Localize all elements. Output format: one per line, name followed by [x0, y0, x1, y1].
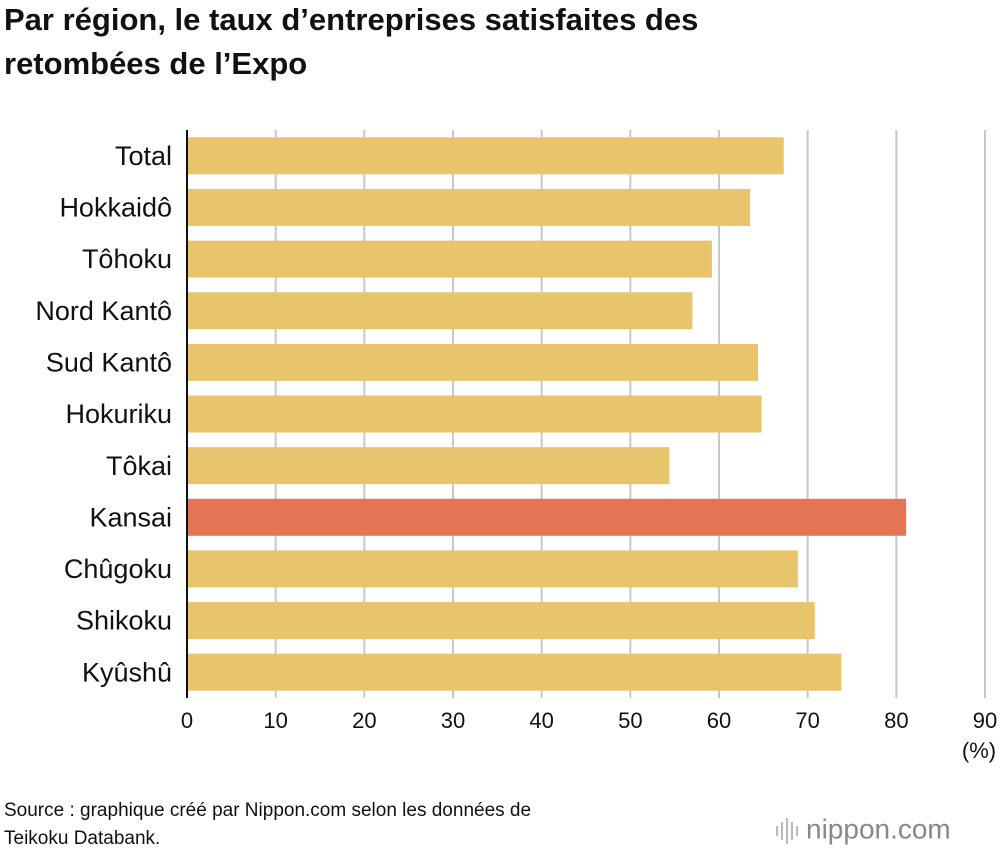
bar	[187, 447, 670, 485]
y-tick-label: Nord Kantô	[35, 296, 172, 326]
brand-icon	[776, 818, 798, 844]
x-tick-label: 0	[181, 708, 193, 733]
y-tick-label: Sud Kantô	[46, 347, 172, 377]
y-tick-label: Total	[115, 141, 172, 171]
x-unit: (%)	[962, 738, 996, 763]
x-tick-label: 40	[529, 708, 553, 733]
bar	[187, 498, 907, 536]
y-tick-label: Tôkai	[106, 451, 172, 481]
source: Teikoku Databank.	[4, 828, 160, 849]
x-tick-label: 70	[795, 708, 819, 733]
bar	[187, 550, 798, 588]
x-tick-label: 10	[263, 708, 287, 733]
y-tick-label: Shikoku	[76, 606, 172, 636]
bar	[187, 137, 784, 175]
bar	[187, 602, 815, 640]
bar	[187, 653, 842, 691]
x-tick-label: 50	[618, 708, 642, 733]
y-tick-label: Kansai	[89, 502, 172, 532]
brand: nippon.com	[806, 813, 951, 844]
bar	[187, 395, 762, 433]
x-tick-label: 80	[884, 708, 908, 733]
y-tick-label: Chûgoku	[64, 554, 172, 584]
x-tick-label: 90	[973, 708, 997, 733]
y-tick-label: Tôhoku	[82, 244, 172, 274]
bar	[187, 240, 712, 278]
x-tick-label: 60	[707, 708, 731, 733]
chart-title: Par région, le taux d’entreprises satisf…	[4, 2, 698, 37]
y-tick-label: Hokuriku	[65, 399, 172, 429]
y-tick-label: Kyûshû	[82, 657, 172, 687]
x-tick-label: 30	[441, 708, 465, 733]
source: Source : graphique créé par Nippon.com s…	[4, 800, 531, 821]
chart-title: retombées de l’Expo	[4, 46, 307, 81]
x-tick-label: 20	[352, 708, 376, 733]
bar	[187, 292, 693, 330]
y-tick-label: Hokkaidô	[59, 193, 172, 223]
bar	[187, 188, 751, 226]
bar	[187, 343, 759, 381]
